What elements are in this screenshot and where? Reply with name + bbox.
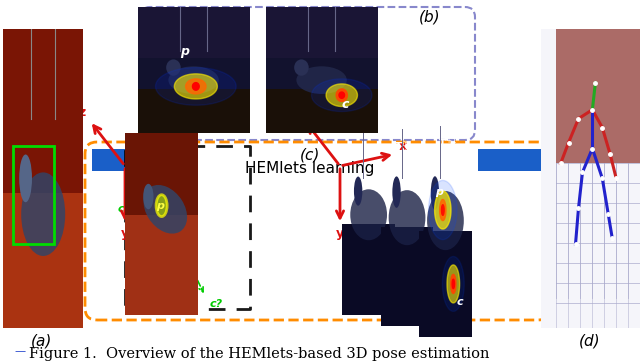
Ellipse shape [156,195,167,217]
Bar [419,231,472,337]
Text: —: — [14,347,25,356]
Text: HEMlets learning: HEMlets learning [245,161,374,175]
Text: $\mathbf{T}_k^{0}$: $\mathbf{T}_k^{0}$ [394,140,407,157]
Text: c?: c? [118,204,131,214]
Polygon shape [156,68,236,105]
Bar [3,29,83,193]
Text: y: y [121,228,129,241]
Text: p: p [180,45,189,58]
Bar [556,29,640,163]
Bar [266,7,378,58]
Circle shape [354,177,362,206]
Ellipse shape [350,189,387,240]
Polygon shape [451,274,456,293]
Bar [381,228,433,326]
Bar [138,7,250,58]
Bar [125,215,198,315]
Text: p: p [156,201,164,211]
Text: Figure 1.  Overview of the HEMlets-based 3D pose estimation: Figure 1. Overview of the HEMlets-based … [29,347,490,360]
Text: c: c [457,297,463,307]
Text: c: c [342,98,349,111]
Bar [3,193,83,328]
Circle shape [166,59,180,76]
Text: (b): (b) [419,10,441,25]
Text: $\mathbf{T}_k^{-1}$: $\mathbf{T}_k^{-1}$ [349,144,368,161]
Bar [138,89,250,133]
Circle shape [143,184,154,209]
FancyArrow shape [92,146,166,174]
Polygon shape [326,84,357,107]
Ellipse shape [21,173,65,256]
Polygon shape [186,79,206,94]
Text: (d): (d) [579,333,601,348]
Polygon shape [312,79,372,111]
FancyArrow shape [478,146,566,174]
Polygon shape [336,89,348,102]
Polygon shape [442,205,444,215]
Text: (a): (a) [31,333,52,348]
Polygon shape [452,279,454,289]
Circle shape [431,176,439,210]
Text: y: y [336,228,344,241]
Bar [13,146,54,244]
Text: $\mathbf{T}_k^{+1}$: $\mathbf{T}_k^{+1}$ [438,136,458,153]
Text: (c): (c) [300,148,320,163]
Polygon shape [174,74,218,99]
Text: x: x [399,139,407,153]
Ellipse shape [388,190,426,245]
Polygon shape [193,83,199,90]
Text: z: z [78,107,86,119]
Bar [342,224,395,315]
Bar [266,89,378,133]
Polygon shape [339,92,344,98]
Circle shape [392,177,401,208]
Ellipse shape [143,185,187,234]
Text: c?: c? [148,276,161,286]
Text: p: p [435,187,443,197]
Text: c?: c? [210,299,223,309]
Polygon shape [447,265,460,303]
Polygon shape [435,191,451,229]
Text: z: z [293,107,301,119]
Polygon shape [429,181,457,240]
Ellipse shape [427,191,464,250]
Circle shape [19,154,32,202]
Polygon shape [442,257,464,311]
Text: x: x [184,139,192,153]
Ellipse shape [296,66,347,94]
Polygon shape [440,199,446,221]
Circle shape [294,59,308,76]
Ellipse shape [168,66,219,94]
